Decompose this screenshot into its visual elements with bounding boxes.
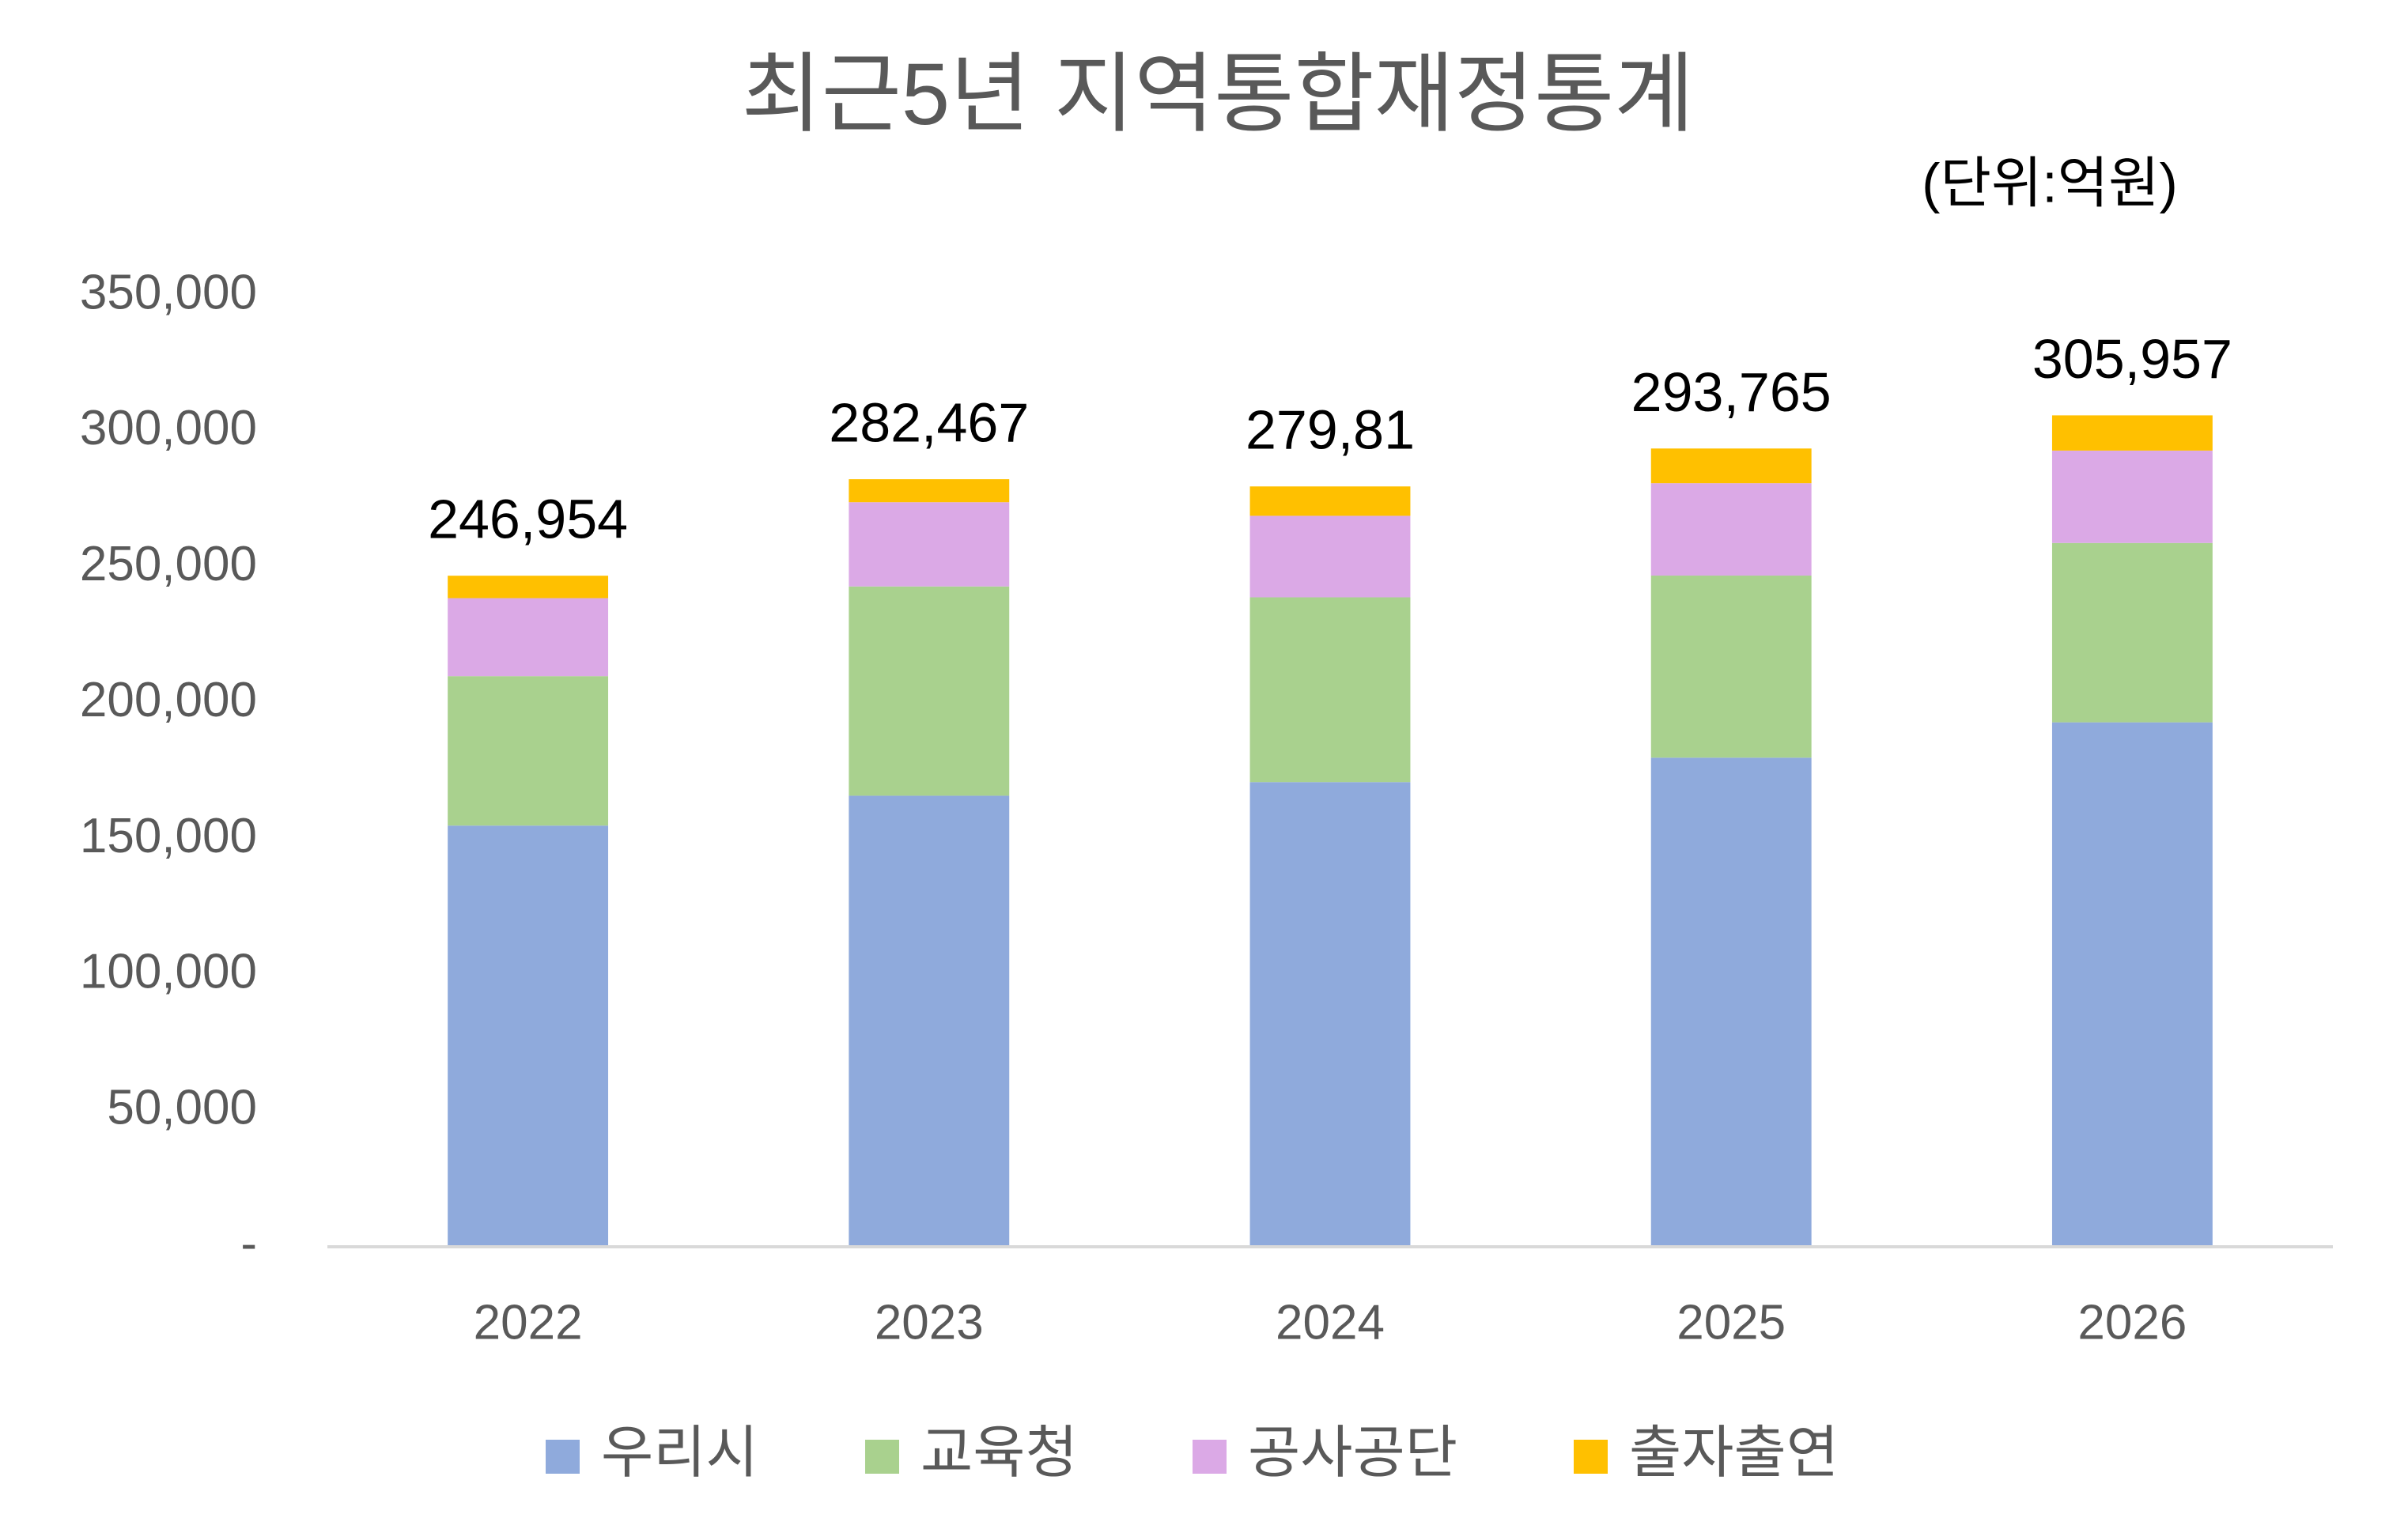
total-label: 246,954 [428, 489, 628, 550]
bar-segment [1650, 576, 1812, 758]
bar-segment [849, 502, 1010, 587]
bar-segment [1249, 515, 1411, 598]
y-tick-label: 150,000 [80, 809, 257, 863]
chart-title: 최근5년 지역통합재정통계 [742, 46, 1695, 143]
x-tick-label: 2022 [474, 1295, 583, 1350]
total-label: 279,81 [1246, 399, 1415, 461]
y-tick-label: - [240, 1216, 257, 1271]
legend-swatch [865, 1440, 899, 1474]
bar-segment [2051, 450, 2213, 543]
legend-swatch [546, 1440, 580, 1474]
legend-label: 우리시 [601, 1422, 758, 1485]
bar-segment [2051, 415, 2213, 451]
total-label: 305,957 [2032, 328, 2232, 390]
legend-label: 교육청 [920, 1422, 1078, 1485]
x-tick-label: 2025 [1677, 1295, 1786, 1350]
x-tick-label: 2023 [875, 1295, 984, 1350]
legend-swatch [1574, 1440, 1608, 1474]
y-tick-label: 200,000 [80, 673, 257, 727]
bar-segment [2051, 722, 2213, 1247]
y-tick-label: 50,000 [107, 1081, 257, 1135]
bar-segment [849, 795, 1010, 1247]
bar-segment [448, 576, 609, 598]
x-tick-label: 2024 [1276, 1295, 1385, 1350]
bar-segment [849, 586, 1010, 796]
bar-segment [849, 479, 1010, 503]
y-tick-label: 100,000 [80, 945, 257, 999]
total-label: 282,467 [829, 392, 1029, 454]
x-tick-label: 2026 [2077, 1295, 2187, 1350]
bar-segment [448, 676, 609, 826]
legend-label: 출자출연 [1629, 1422, 1839, 1485]
legend-swatch [1193, 1440, 1227, 1474]
legend-label: 공사공단 [1248, 1422, 1457, 1485]
y-tick-label: 350,000 [80, 265, 257, 319]
bar-segment [448, 598, 609, 677]
bar-segment [1249, 597, 1411, 783]
chart-subtitle: (단위:억원) [1922, 152, 2178, 213]
bar-segment [1249, 486, 1411, 516]
bar-segment [2051, 542, 2213, 723]
y-tick-label: 300,000 [80, 401, 257, 455]
bar-segment [1650, 483, 1812, 576]
bar-segment [1650, 757, 1812, 1247]
bar-segment [1650, 448, 1812, 484]
total-label: 293,765 [1631, 361, 1832, 423]
bar-segment [448, 825, 609, 1247]
y-tick-label: 250,000 [80, 537, 257, 591]
bar-segment [1249, 782, 1411, 1247]
